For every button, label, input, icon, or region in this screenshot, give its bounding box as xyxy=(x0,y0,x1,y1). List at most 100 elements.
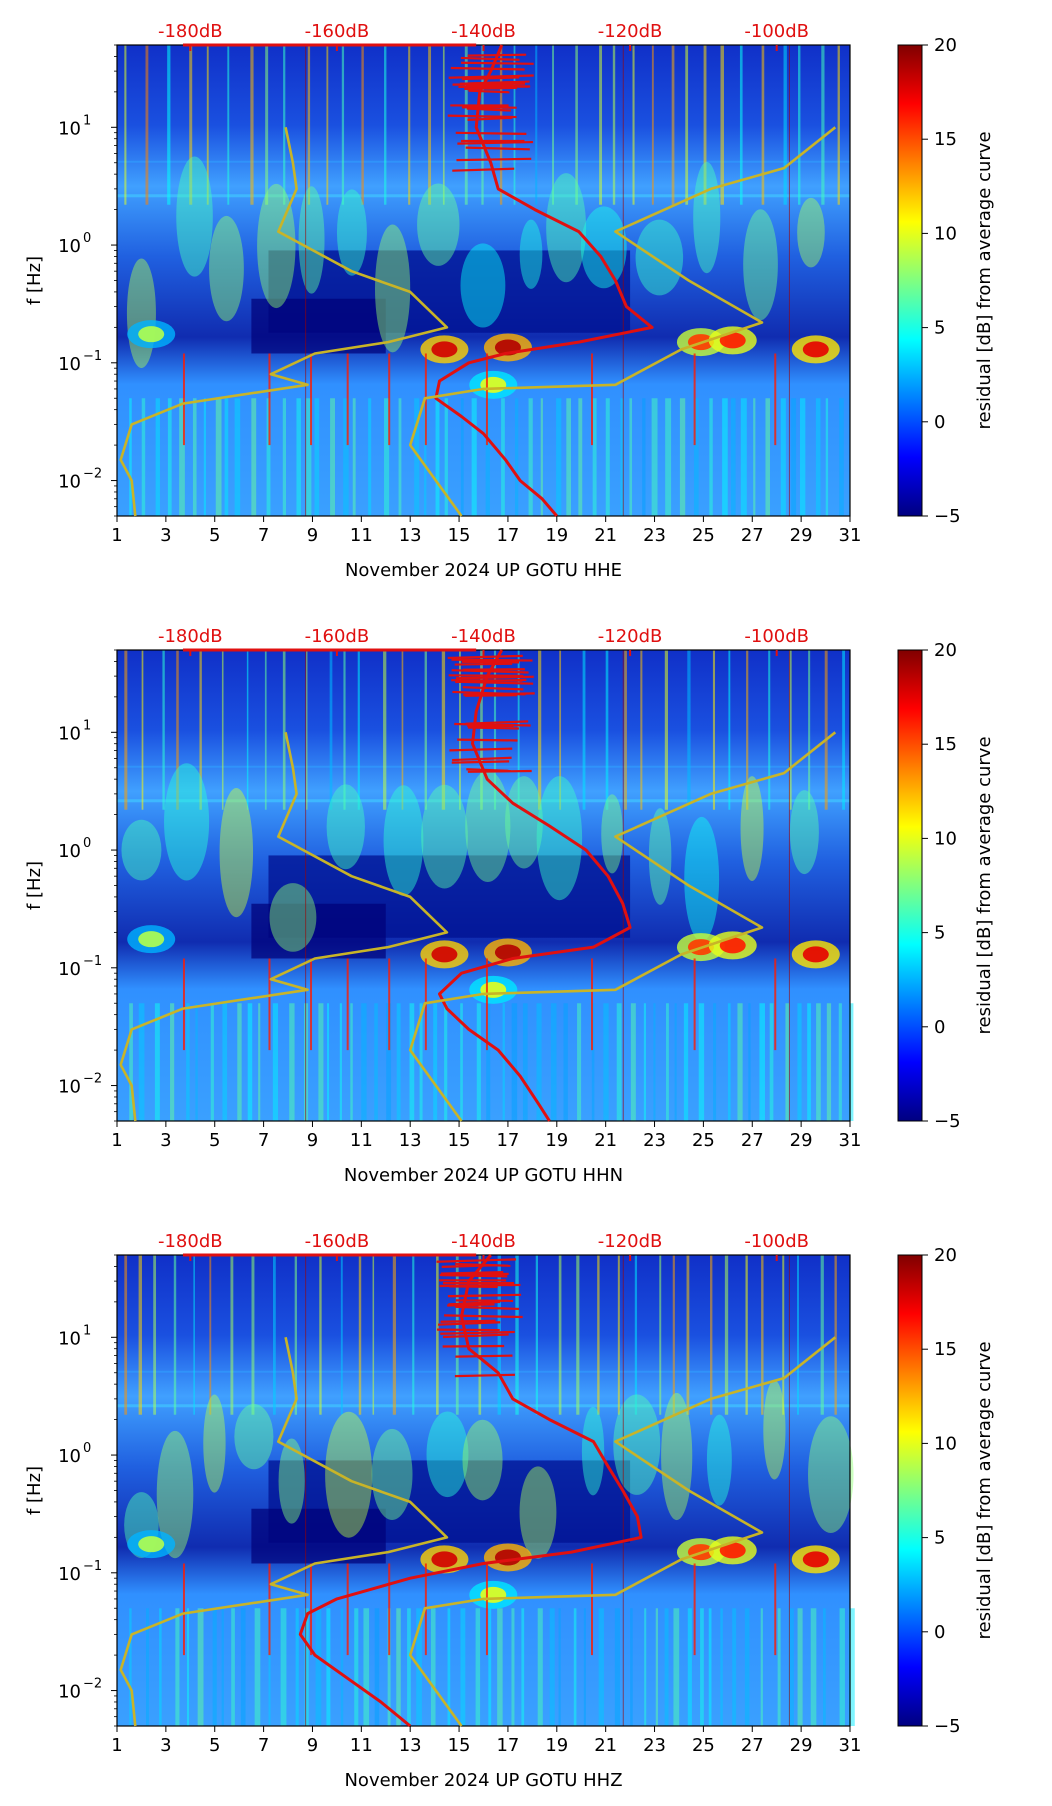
median-psd-jitter xyxy=(448,74,534,79)
daily-streak xyxy=(513,45,516,205)
daily-streak xyxy=(384,45,387,205)
low-frequency-bar xyxy=(138,1003,145,1121)
event-spike xyxy=(774,958,777,1051)
median-psd-jitter xyxy=(467,116,513,121)
daily-streak xyxy=(264,650,267,810)
daily-streak xyxy=(821,45,825,205)
y-tick-label: 10 xyxy=(58,236,81,257)
low-frequency-bar xyxy=(630,1003,636,1121)
low-frequency-bar xyxy=(224,398,229,516)
low-frequency-bar xyxy=(511,1003,518,1121)
low-frequency-bar xyxy=(583,1608,586,1726)
y-axis-label: f [Hz] xyxy=(24,861,45,910)
event-spike xyxy=(591,1563,594,1656)
colorbar-tick-label: 5 xyxy=(934,1528,945,1549)
spectrogram-hhn xyxy=(116,649,854,1122)
x-tick-label: 25 xyxy=(692,1735,715,1756)
energy-plume xyxy=(706,1414,732,1506)
daily-streak xyxy=(124,650,128,810)
quiet-band xyxy=(251,1508,386,1564)
low-frequency-bar xyxy=(247,1003,253,1121)
daily-streak xyxy=(341,45,345,205)
energy-plume xyxy=(519,1466,557,1559)
median-psd-jitter xyxy=(441,1264,497,1268)
low-frequency-bar xyxy=(563,1003,568,1121)
median-psd-jitter xyxy=(465,84,531,88)
energy-plume xyxy=(684,816,720,942)
low-frequency-bar xyxy=(744,1608,750,1726)
median-psd-curve xyxy=(434,44,654,517)
low-frequency-bar xyxy=(186,1608,190,1726)
low-frequency-bar xyxy=(497,1608,503,1726)
median-psd-jitter xyxy=(450,66,525,71)
energy-plume xyxy=(648,808,672,905)
daily-streak xyxy=(745,1255,748,1415)
median-psd-jitter xyxy=(454,1373,515,1378)
y-tick-exponent: 0 xyxy=(83,231,91,246)
median-psd-jitter xyxy=(460,56,520,61)
low-frequency-bar xyxy=(791,398,797,516)
median-psd-jitter xyxy=(447,114,517,119)
median-psd-jitter xyxy=(464,86,518,91)
x-axis-ticks: 1 3 5 7 9 11 13 15 17 19 21 23 25 27 29 31 xyxy=(111,516,861,546)
x-tick-label: 23 xyxy=(643,525,666,546)
event-spike xyxy=(310,353,313,446)
colorbar-tick-label: −5 xyxy=(934,1716,961,1737)
low-frequency-bar xyxy=(849,1003,854,1121)
event-spike xyxy=(346,353,349,446)
colorbar-label: residual [dB] from average curve xyxy=(974,736,995,1034)
median-psd-jitter xyxy=(452,756,512,762)
daily-streak xyxy=(659,1255,662,1415)
daily-streak xyxy=(246,650,249,810)
low-frequency-bar xyxy=(195,1003,198,1121)
top-tick-label: -140dB xyxy=(451,1231,516,1252)
energy-plume xyxy=(421,784,468,889)
low-frequency-bar xyxy=(159,1608,162,1726)
event-spike xyxy=(182,958,185,1051)
low-frequency-bar xyxy=(797,1608,803,1726)
low-frequency-bar xyxy=(240,1608,246,1726)
storm-hotspot xyxy=(431,1551,458,1568)
storm-hotspot xyxy=(431,946,458,963)
low-frequency-bar xyxy=(129,1003,133,1121)
panel-hhz: 1 3 5 7 9 11 13 15 17 19 21 23 25 27 29 31 10−210−110 01… xyxy=(24,1231,995,1791)
median-psd-jitter xyxy=(437,1321,501,1326)
low-frequency-bar xyxy=(643,1003,646,1121)
daily-streak xyxy=(176,650,179,810)
low-frequency-bar xyxy=(460,1608,466,1726)
low-frequency-bar xyxy=(305,398,312,516)
daily-streak xyxy=(162,650,165,810)
low-frequency-bar xyxy=(175,1608,180,1726)
daily-streak xyxy=(703,45,707,205)
low-frequency-bar xyxy=(788,1608,794,1726)
daily-streak xyxy=(343,650,346,810)
spectral-line xyxy=(117,799,850,803)
median-psd-curve xyxy=(298,1254,643,1728)
x-tick-label: 27 xyxy=(741,1130,764,1151)
low-frequency-bar xyxy=(444,1003,448,1121)
daily-streak xyxy=(408,45,411,205)
low-frequency-bar xyxy=(797,1003,802,1121)
low-frequency-bar xyxy=(603,1003,609,1121)
x-tick-label: 29 xyxy=(790,1735,813,1756)
median-psd-jitter xyxy=(461,76,520,81)
event-spike xyxy=(591,958,594,1051)
median-psd-jitter xyxy=(440,1319,496,1323)
x-tick-label: 31 xyxy=(839,1130,862,1151)
low-frequency-bar xyxy=(155,398,160,516)
top-db-axis-ticks: -180dB -160dB -140dB -120dB -100dB xyxy=(158,626,809,656)
median-psd-jitter xyxy=(455,1354,513,1358)
event-spike xyxy=(268,1563,271,1656)
median-psd-jitter xyxy=(465,146,530,151)
y-tick-exponent: 1 xyxy=(83,113,91,128)
low-frequency-bar xyxy=(578,398,583,516)
daily-streak xyxy=(575,45,578,205)
median-psd-jitter xyxy=(448,674,524,677)
reference-line xyxy=(305,45,307,516)
energy-plume xyxy=(546,173,587,283)
event-spike xyxy=(693,353,696,446)
median-psd-jitter xyxy=(467,726,519,730)
colorbar-label: residual [dB] from average curve xyxy=(974,131,995,429)
median-psd-jitter xyxy=(467,53,527,57)
